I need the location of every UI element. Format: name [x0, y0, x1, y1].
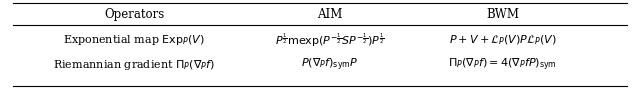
Text: Exponential map $\mathrm{Exp}_P(V)$: Exponential map $\mathrm{Exp}_P(V)$: [63, 33, 205, 47]
Text: BWM: BWM: [486, 8, 519, 21]
Text: $\Pi_P(\nabla_P f) = 4(\nabla_P fP)_{\mathrm{sym}}$: $\Pi_P(\nabla_P f) = 4(\nabla_P fP)_{\ma…: [448, 57, 557, 73]
Text: Operators: Operators: [104, 8, 164, 21]
Text: $P(\nabla_P f)_{\mathrm{sym}}P$: $P(\nabla_P f)_{\mathrm{sym}}P$: [301, 57, 358, 73]
Text: Riemannian gradient $\Pi_P(\nabla_P f)$: Riemannian gradient $\Pi_P(\nabla_P f)$: [53, 58, 216, 72]
Text: $P^{\frac{1}{2}}\mathrm{mexp}(P^{-\frac{1}{2}}SP^{-\frac{1}{2}})P^{\frac{1}{2}}$: $P^{\frac{1}{2}}\mathrm{mexp}(P^{-\frac{…: [275, 31, 385, 49]
Text: $P + V + \mathcal{L}_P(V)P\mathcal{L}_P(V)$: $P + V + \mathcal{L}_P(V)P\mathcal{L}_P(…: [449, 33, 556, 47]
Text: AIM: AIM: [317, 8, 342, 21]
